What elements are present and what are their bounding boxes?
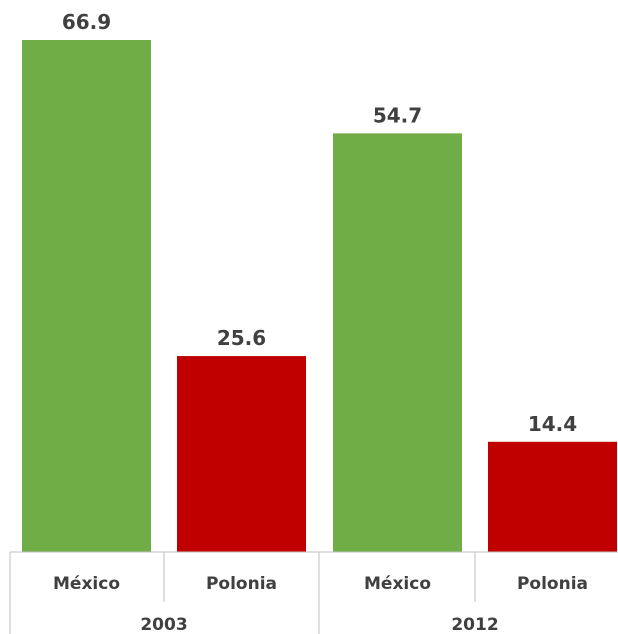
value-label-polonia-2003: 25.6 — [217, 326, 266, 350]
bars-layer — [22, 40, 617, 552]
category-axis — [9, 551, 618, 634]
category-labels: México Polonia México Polonia — [53, 574, 588, 594]
category-label-mexico-2012: México — [364, 574, 431, 594]
bar-polonia-2012 — [488, 441, 617, 552]
category-label-polonia-2003: Polonia — [206, 574, 277, 594]
bar-mexico-2003 — [22, 40, 151, 552]
value-label-mexico-2003: 66.9 — [62, 10, 111, 34]
group-labels: 2003 2012 — [140, 615, 498, 634]
value-label-polonia-2012: 14.4 — [528, 412, 577, 436]
category-label-polonia-2012: Polonia — [517, 574, 588, 594]
group-label-2003: 2003 — [140, 615, 187, 634]
value-label-mexico-2012: 54.7 — [373, 103, 422, 127]
bar-mexico-2012 — [333, 133, 462, 552]
group-label-2012: 2012 — [451, 615, 498, 634]
bar-polonia-2003 — [177, 356, 306, 552]
value-labels-layer: 66.9 25.6 54.7 14.4 — [62, 10, 577, 436]
category-label-mexico-2003: México — [53, 574, 120, 594]
